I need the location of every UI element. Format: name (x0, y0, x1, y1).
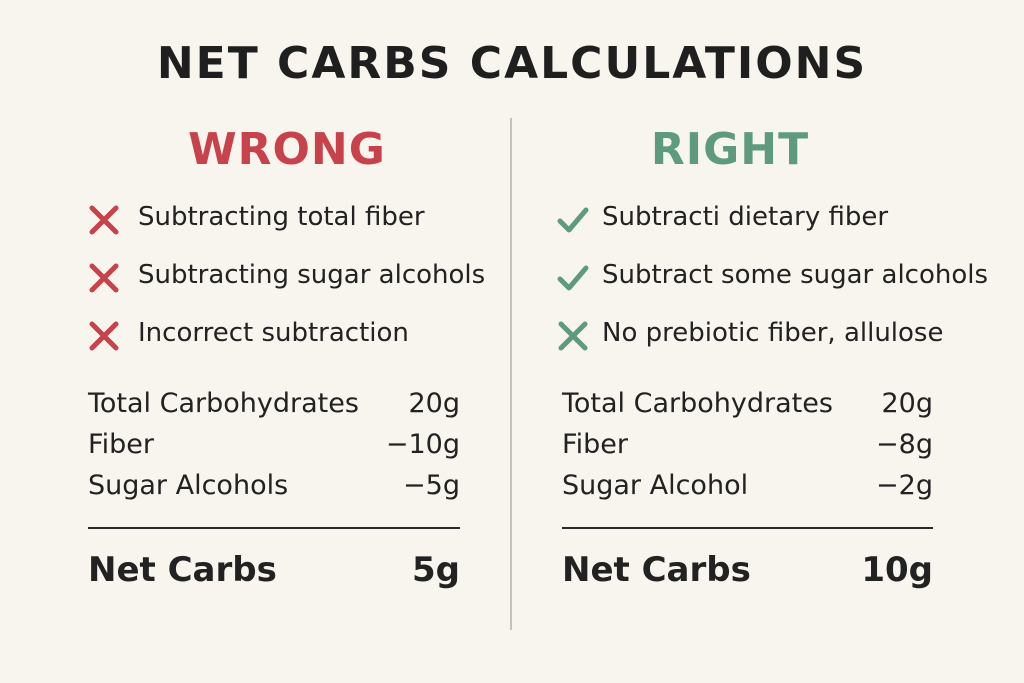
row-label: Fiber (562, 429, 628, 460)
total-value: 5g (412, 550, 460, 590)
cross-icon (89, 321, 119, 351)
row-label: Fiber (88, 429, 154, 460)
row-value: −8g (876, 429, 933, 460)
item: Subtract some sugar alcohols (602, 260, 989, 290)
divider (510, 118, 512, 630)
row-label: Total Carbohydrates (562, 388, 833, 419)
check-icon (557, 265, 589, 291)
cross-icon (89, 205, 119, 235)
total-label: Net Carbs (88, 550, 277, 590)
check-icon (557, 207, 589, 233)
cross-icon (558, 321, 588, 351)
total-value: 10g (861, 550, 933, 590)
item: Subtracting sugar alcohols (138, 260, 486, 290)
row-label: Sugar Alcohols (88, 470, 289, 501)
rule (88, 527, 460, 529)
row-value: −10g (385, 429, 460, 460)
rule (562, 527, 933, 529)
item: No prebiotic fiber, allulose (602, 318, 944, 348)
row-value: −5g (403, 470, 460, 501)
row-value: 20g (881, 388, 934, 419)
cross-icon (89, 263, 119, 293)
item: Subtracti dietary fiber (602, 202, 889, 232)
row-label: Total Carbohydrates (88, 388, 359, 419)
total-label: Net Carbs (562, 550, 751, 590)
item: Incorrect subtraction (138, 318, 409, 348)
item: Subtracting total fiber (138, 202, 425, 232)
column-heading: WRONG (188, 124, 386, 175)
row-value: 20g (408, 388, 461, 419)
row-label: Sugar Alcohol (562, 470, 749, 501)
column-heading: RIGHT (650, 124, 810, 175)
row-value: −2g (876, 470, 933, 501)
title: NET CARBS CALCULATIONS (156, 38, 868, 89)
